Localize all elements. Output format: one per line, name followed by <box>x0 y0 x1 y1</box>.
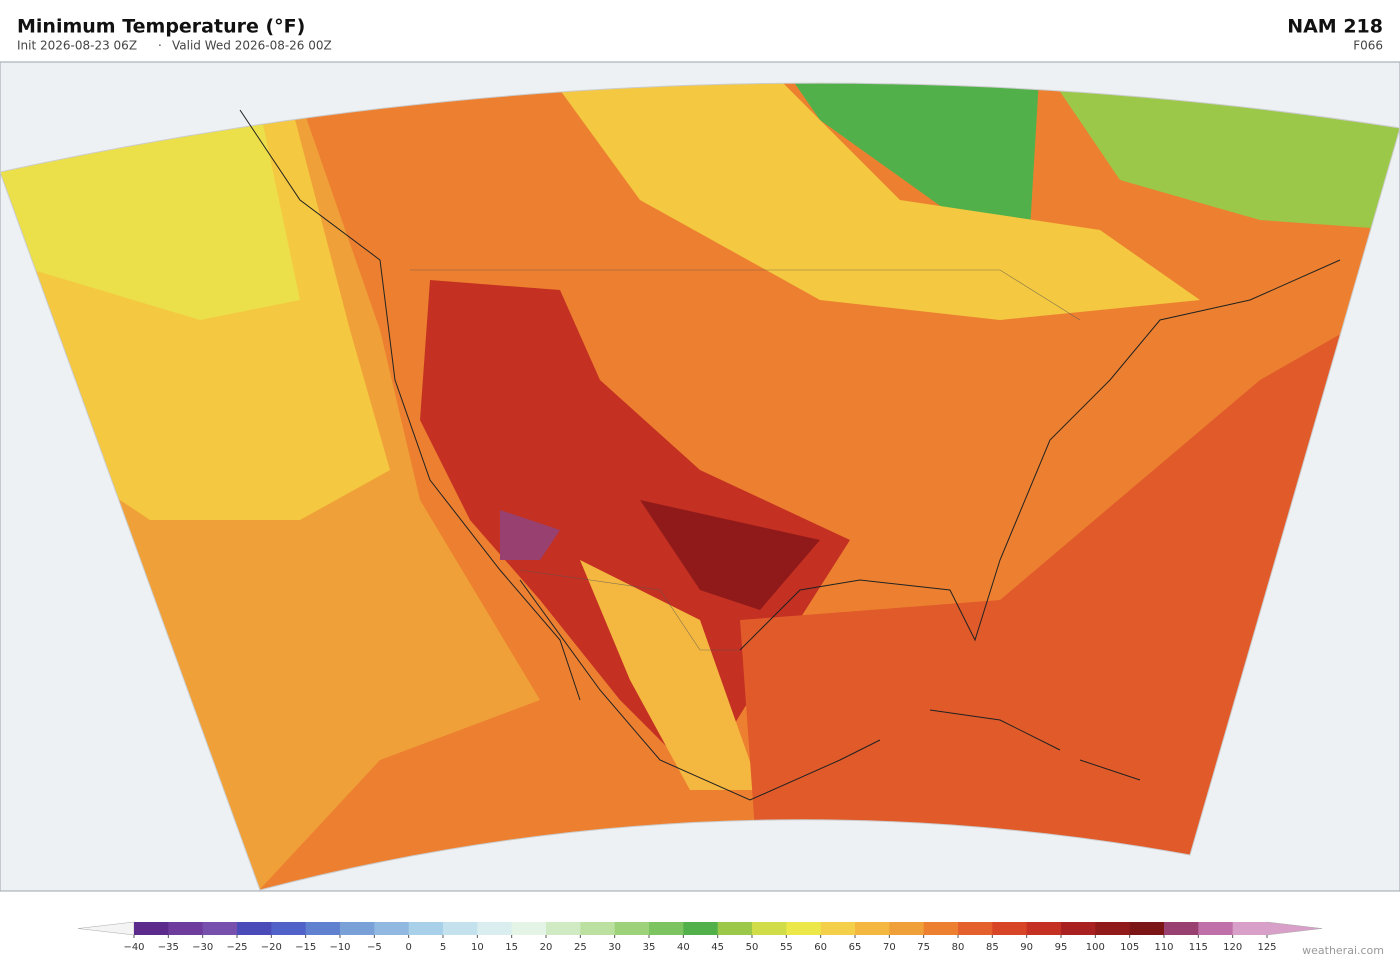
colorbar-tick-label: 25 <box>574 942 587 953</box>
colorbar-tick-label: 65 <box>849 942 862 953</box>
colorbar-tick-label: −35 <box>158 942 179 953</box>
colorbar-segment <box>752 922 787 935</box>
colorbar-segment <box>1164 922 1199 935</box>
colorbar-tick-label: 80 <box>952 942 965 953</box>
colorbar-tick-label: −40 <box>123 942 144 953</box>
colorbar-tick-label: 45 <box>711 942 724 953</box>
colorbar-segment <box>649 922 684 935</box>
colorbar-tick-label: 50 <box>746 942 759 953</box>
colorbar-segment <box>1232 922 1268 935</box>
colorbar-segment <box>443 922 478 935</box>
colorbar-segment <box>1129 922 1165 935</box>
attribution: weatherai.com <box>1302 944 1384 957</box>
colorbar-tick-label: 95 <box>1055 942 1068 953</box>
colorbar-under <box>77 921 135 936</box>
borders <box>410 269 1081 651</box>
colorbar-tick-label: 40 <box>677 942 690 953</box>
coastlines <box>239 109 1341 801</box>
colorbar-over <box>1266 921 1323 936</box>
colorbar-tick-label: −5 <box>367 942 382 953</box>
colorbar-segment <box>1026 922 1062 935</box>
colorbar-segment <box>717 922 753 935</box>
colorbar-segment <box>546 922 581 935</box>
colorbar: −40 −35 −30 −25 −20 −15 −10 −5 0 5 10 15 20 25 30 35 40 4… <box>77 921 1323 953</box>
colorbar-tick-label: 0 <box>405 942 411 953</box>
colorbar-segment <box>305 922 341 935</box>
colorbar-tick-label: 35 <box>643 942 656 953</box>
colorbar-tick-label: 115 <box>1189 942 1208 953</box>
map <box>0 61 1400 892</box>
colorbar-tick-label: 5 <box>440 942 446 953</box>
colorbar-tick-label: 55 <box>780 942 793 953</box>
colorbar-segment <box>408 922 444 935</box>
colorbar-tick-label: 75 <box>917 942 930 953</box>
colorbar-segment <box>683 922 719 935</box>
colorbar-tick-label: 120 <box>1223 942 1242 953</box>
colorbar-tick-label: 10 <box>471 942 484 953</box>
valid-time: Valid Wed 2026-08-26 00Z <box>172 39 332 53</box>
colorbar-segment <box>923 922 959 935</box>
colorbar-segment <box>958 922 993 935</box>
colorbar-tick-label: −25 <box>226 942 247 953</box>
colorbar-tick-label: 60 <box>814 942 827 953</box>
colorbar-segment <box>889 922 925 935</box>
colorbar-tick-label: 125 <box>1257 942 1276 953</box>
colorbar-segment <box>786 922 822 935</box>
colorbar-tick-label: 30 <box>608 942 621 953</box>
colorbar-segment <box>374 922 410 935</box>
title: Minimum Temperature (°F) <box>17 16 305 38</box>
colorbar-tick-label: 100 <box>1086 942 1105 953</box>
colorbar-segment <box>580 922 616 935</box>
colorbar-tick-label: 110 <box>1154 942 1173 953</box>
init-time: Init 2026-08-23 06Z <box>17 39 137 53</box>
colorbar-segment <box>992 922 1028 935</box>
colorbar-tick-label: −15 <box>295 942 316 953</box>
separator: · <box>158 39 162 53</box>
colorbar-tick-label: −20 <box>261 942 282 953</box>
colorbar-tick-label: −10 <box>329 942 350 953</box>
colorbar-tick-label: 15 <box>505 942 518 953</box>
colorbar-segment <box>1198 922 1234 935</box>
model-name: NAM 218 <box>1287 16 1383 38</box>
colorbar-tick-label: 105 <box>1120 942 1139 953</box>
colorbar-segment <box>202 922 238 935</box>
colorbar-tick-label: 85 <box>986 942 999 953</box>
colorbar-segment <box>340 922 375 935</box>
colorbar-segment <box>614 922 650 935</box>
colorbar-segment <box>1095 922 1131 935</box>
colorbar-segment <box>1061 922 1096 935</box>
colorbar-segment <box>820 922 856 935</box>
colorbar-segment <box>134 922 169 935</box>
forecast-hour: F066 <box>1353 39 1383 53</box>
colorbar-segment <box>511 922 547 935</box>
colorbar-segment <box>237 922 272 935</box>
colorbar-tick-label: −30 <box>192 942 213 953</box>
colorbar-segment <box>855 922 890 935</box>
colorbar-tick-label: 70 <box>883 942 896 953</box>
colorbar-segment <box>168 922 204 935</box>
colorbar-tick-label: 90 <box>1020 942 1033 953</box>
colorbar-segment <box>271 922 307 935</box>
colorbar-segment <box>477 922 513 935</box>
colorbar-tick-label: 20 <box>540 942 553 953</box>
domain-edge <box>0 82 1400 891</box>
temperature-field <box>0 83 1400 891</box>
